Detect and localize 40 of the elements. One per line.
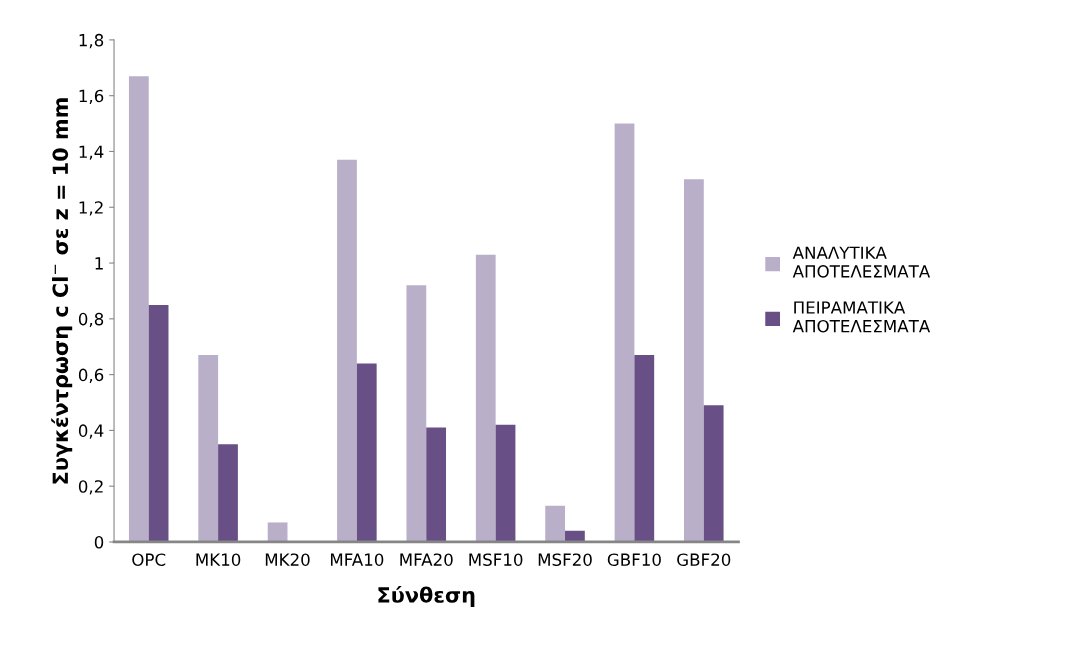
y-tick-label: 1,4 <box>79 145 104 160</box>
bar <box>337 159 357 542</box>
bar <box>356 363 377 542</box>
y-tick-label: 1,6 <box>79 89 104 104</box>
legend-label: ΠΕΙΡΑΜΑΤΙΚΑ ΑΠΟΤΕΛΕΣΜΑΤΑ <box>792 301 931 333</box>
bar <box>218 444 238 542</box>
bar <box>267 522 288 542</box>
bar <box>406 285 427 542</box>
bar <box>475 254 496 542</box>
y-tick-label: 1,8 <box>79 33 104 49</box>
bar <box>128 76 149 542</box>
bar <box>545 505 566 542</box>
x-axis-title: Σύνθεση <box>378 585 475 607</box>
bar <box>684 179 704 542</box>
y-tick-label: 0,8 <box>78 312 104 328</box>
y-axis-title: Συγκέντρωση c Cl$^{−}$ σε z = 10 mm <box>51 98 73 484</box>
x-tick-label: MFA10 <box>330 553 384 566</box>
y-tick-label: 0,2 <box>78 480 103 495</box>
bar <box>703 405 724 542</box>
bar <box>148 304 169 542</box>
x-tick-label: OPC <box>132 553 166 566</box>
y-tick-label: 0,4 <box>78 424 104 439</box>
bar <box>198 355 219 542</box>
bar <box>634 355 655 542</box>
x-tick-label: MFA20 <box>400 553 453 566</box>
bar <box>614 123 635 542</box>
y-tick-label: 0 <box>94 535 104 549</box>
y-tick-label: 0,6 <box>78 368 104 383</box>
bar <box>426 427 447 542</box>
x-tick-label: MK20 <box>265 553 310 566</box>
bar <box>565 530 585 542</box>
bar <box>495 424 516 542</box>
legend-label: ΑΝΑΛΥΤΙΚΑ ΑΠΟΤΕΛΕΣΜΑΤΑ <box>792 246 931 278</box>
x-tick-label: MSF10 <box>469 553 523 566</box>
x-tick-label: MSF20 <box>538 553 592 566</box>
y-tick-label: 1 <box>95 257 103 270</box>
x-tick-label: MK10 <box>196 553 241 566</box>
x-tick-label: GBF20 <box>677 553 731 566</box>
x-tick-label: GBF10 <box>607 553 661 566</box>
y-tick-label: 1,2 <box>79 201 103 216</box>
